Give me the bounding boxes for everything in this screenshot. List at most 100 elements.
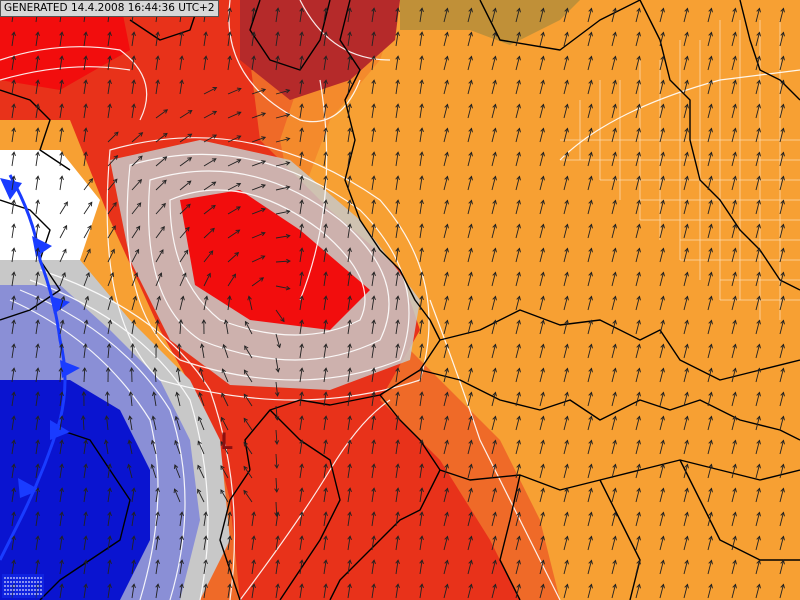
wind-arrow	[419, 200, 423, 215]
wind-arrow	[755, 176, 760, 191]
wind-arrow-head	[780, 559, 785, 565]
wind-arrow-head	[540, 511, 545, 517]
wind-arrow	[467, 224, 472, 239]
wind-arrow	[611, 128, 616, 143]
wind-arrow-head	[35, 367, 40, 373]
wind-arrow-head	[35, 103, 40, 109]
wind-arrow	[35, 176, 39, 191]
wind-arrow	[779, 272, 784, 287]
wind-arrow	[491, 560, 496, 575]
wind-arrow	[371, 104, 375, 119]
wind-arrow-head	[285, 285, 291, 291]
wind-arrow-head	[84, 295, 90, 301]
wind-arrow-head	[251, 535, 256, 541]
wind-arrow	[203, 560, 207, 575]
wind-arrow-head	[235, 229, 241, 234]
wind-arrow-head	[323, 391, 328, 397]
wind-arrow-head	[347, 271, 352, 277]
wind-arrow	[731, 176, 736, 191]
wind-arrow-head	[395, 319, 400, 325]
hatched-legend-icon	[2, 574, 44, 598]
wind-arrow-head	[299, 559, 304, 565]
wind-arrow	[371, 392, 375, 407]
wind-arrow	[275, 357, 279, 372]
wind-arrow-head	[113, 155, 119, 160]
wind-arrow-head	[83, 319, 89, 325]
wind-arrow-head	[636, 583, 641, 589]
wind-arrow-head	[203, 583, 208, 589]
wind-arrow-head	[780, 535, 785, 541]
wind-arrow	[275, 162, 290, 167]
wind-arrow	[179, 110, 193, 119]
wind-arrow	[347, 512, 351, 527]
wind-arrow-head	[660, 439, 665, 445]
wind-arrow-head	[708, 535, 713, 541]
wind-arrow-head	[138, 132, 144, 137]
wind-arrow-head	[780, 463, 785, 469]
wind-arrow	[587, 440, 592, 455]
wind-arrow-head	[444, 223, 449, 229]
wind-arrow-head	[468, 127, 473, 133]
wind-arrow-head	[323, 199, 328, 205]
wind-arrow	[347, 248, 351, 263]
wind-arrow-head	[468, 367, 473, 373]
wind-arrow	[251, 560, 255, 575]
wind-arrow-head	[468, 463, 473, 469]
wind-arrow-head	[323, 559, 328, 565]
wind-arrow-head	[492, 439, 497, 445]
wind-arrow	[131, 202, 142, 215]
wind-arrow	[11, 152, 15, 167]
wind-arrow	[155, 80, 159, 95]
wind-arrow	[347, 344, 351, 359]
wind-arrow	[395, 272, 399, 287]
wind-arrow-head	[220, 489, 225, 494]
wind-arrow	[83, 152, 87, 167]
wind-arrow	[323, 440, 327, 455]
wind-arrow	[659, 128, 664, 143]
wind-arrow	[563, 440, 568, 455]
wind-arrow	[587, 128, 592, 143]
wind-arrow-head	[492, 103, 497, 109]
wind-arrow-head	[444, 103, 449, 109]
wind-arrow-head	[588, 439, 593, 445]
wind-arrow-head	[299, 247, 304, 253]
wind-arrow	[155, 56, 159, 71]
wind-arrow	[299, 8, 303, 23]
wind-arrow	[707, 152, 712, 167]
wind-arrow	[35, 152, 39, 167]
wind-arrow-head	[187, 157, 193, 162]
wind-arrow	[731, 272, 736, 287]
wind-arrow	[539, 296, 544, 311]
wind-arrow	[515, 464, 520, 479]
wind-arrow	[635, 416, 640, 431]
wind-arrow-head	[492, 175, 497, 181]
wind-arrow-head	[588, 223, 593, 229]
wind-arrow	[347, 536, 351, 551]
wind-arrow	[347, 176, 351, 191]
wind-arrow	[587, 416, 592, 431]
wind-arrow-head	[636, 367, 641, 373]
wind-arrow	[779, 152, 784, 167]
wind-arrow-head	[208, 250, 214, 256]
wind-arrow	[563, 152, 568, 167]
wind-arrow	[371, 560, 375, 575]
wind-arrow	[659, 248, 664, 263]
wind-arrow-head	[756, 31, 761, 37]
wind-arrow	[59, 392, 63, 407]
wind-arrow	[515, 248, 520, 263]
wind-arrow-head	[11, 415, 16, 421]
wind-arrow	[683, 440, 688, 455]
wind-arrow-head	[107, 79, 112, 85]
wind-arrow-head	[708, 511, 713, 517]
wind-arrow	[221, 417, 229, 431]
wind-arrow	[131, 226, 141, 239]
wind-arrow	[275, 453, 278, 469]
wind-arrow	[35, 80, 39, 95]
wind-arrow	[11, 248, 15, 263]
wind-arrow-head	[236, 87, 242, 92]
wind-arrow-head	[732, 55, 737, 61]
wind-arrow	[443, 32, 448, 47]
wind-arrow-head	[756, 271, 761, 277]
wind-arrow-head	[236, 135, 242, 140]
wind-arrow-head	[492, 343, 497, 349]
